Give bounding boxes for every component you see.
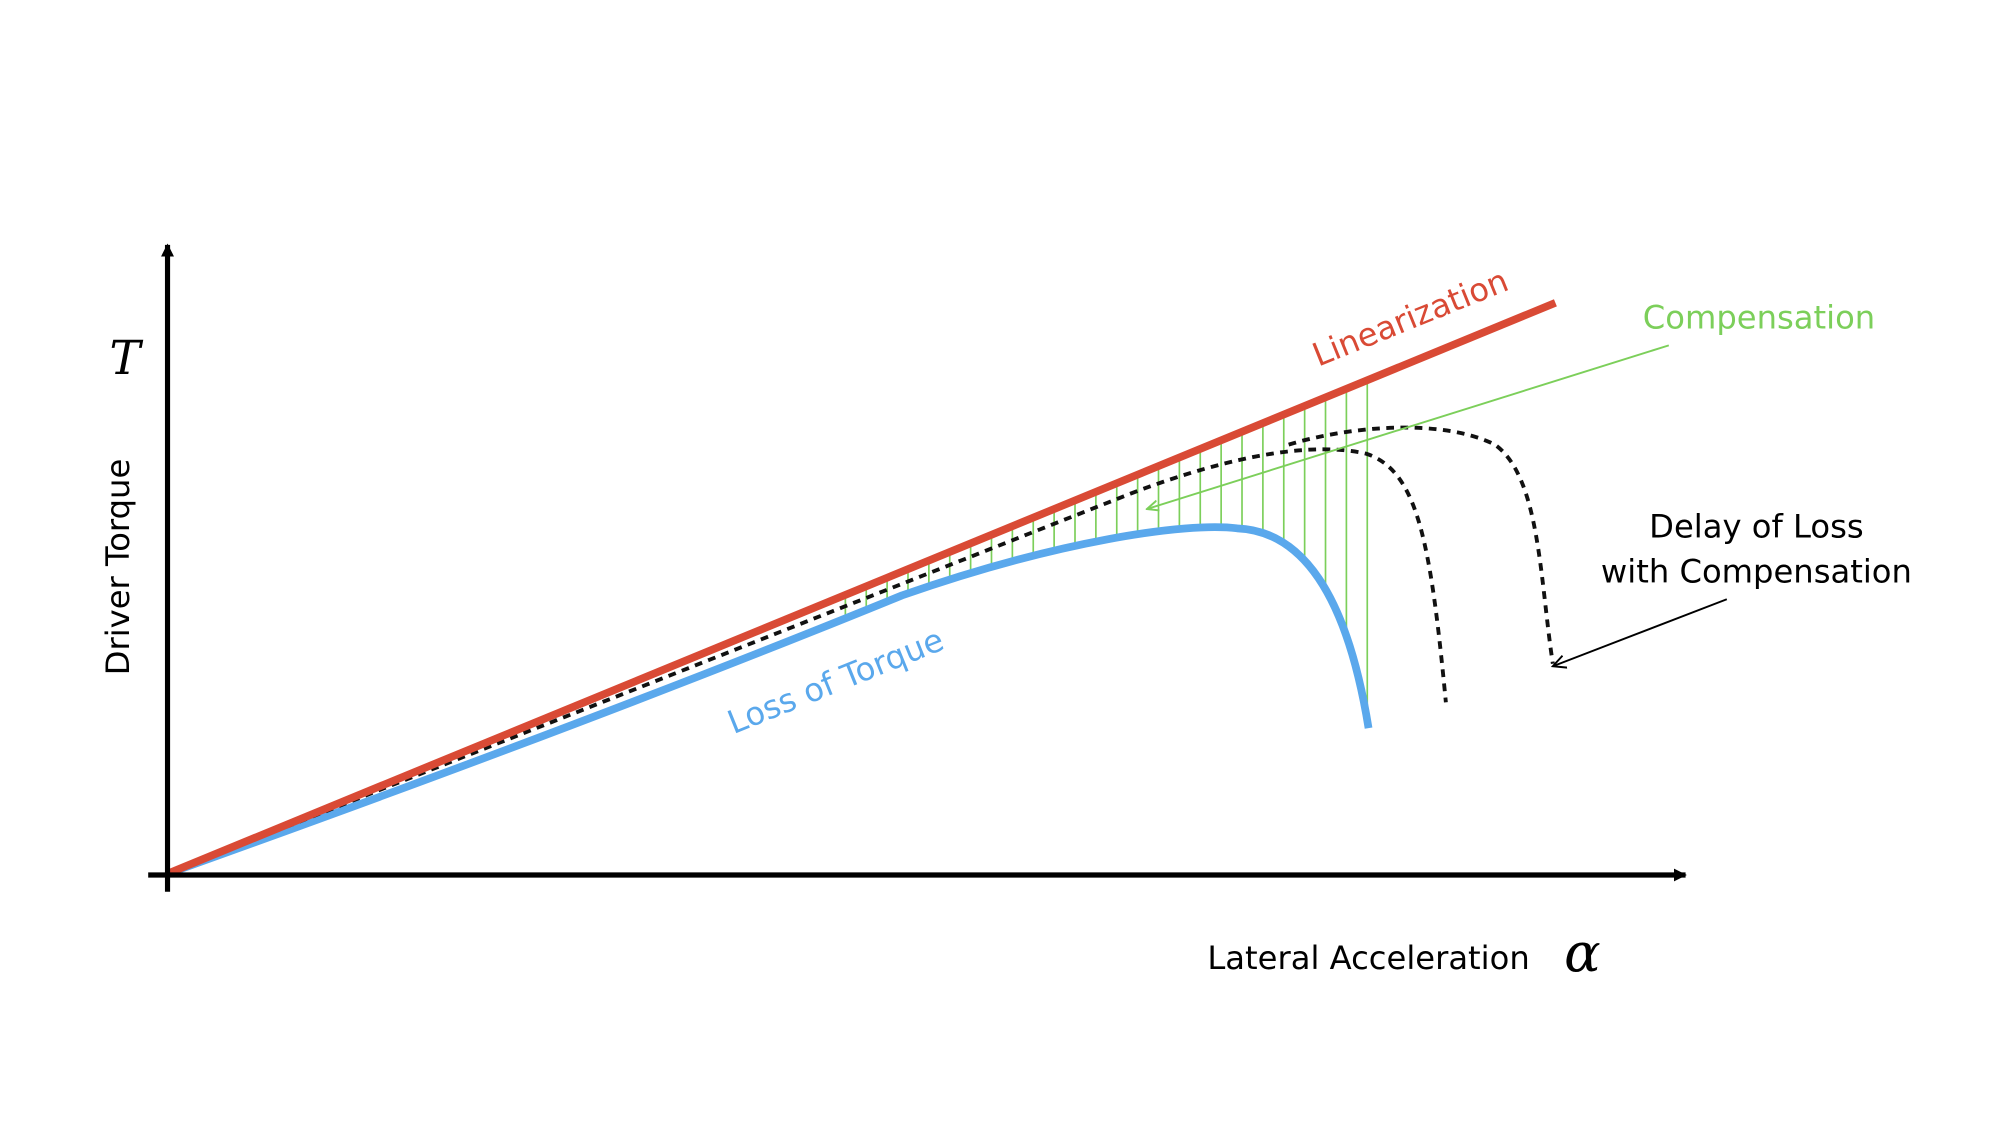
linearization-label: Linearization xyxy=(1307,261,1513,374)
loss-label: Loss of Torque xyxy=(722,621,949,742)
annotation-line: Delay of Loss xyxy=(1649,507,1864,545)
x-symbol: α xyxy=(1564,921,1601,984)
linearization-line xyxy=(166,299,1557,878)
y-symbol: T xyxy=(110,331,144,385)
compensation-hatch xyxy=(844,380,1369,721)
compensation-pointer xyxy=(1147,344,1670,509)
x-label: Lateral Acceleration xyxy=(1207,939,1529,977)
delayed-curve xyxy=(1288,425,1555,664)
annotation-line: with Compensation xyxy=(1601,552,1912,590)
y-label: Driver Torque xyxy=(99,459,137,676)
loss-curve xyxy=(166,523,1373,878)
compensated-curve xyxy=(166,447,1448,876)
delay-pointer xyxy=(1553,598,1728,666)
compensation-label: Compensation xyxy=(1643,299,1875,337)
